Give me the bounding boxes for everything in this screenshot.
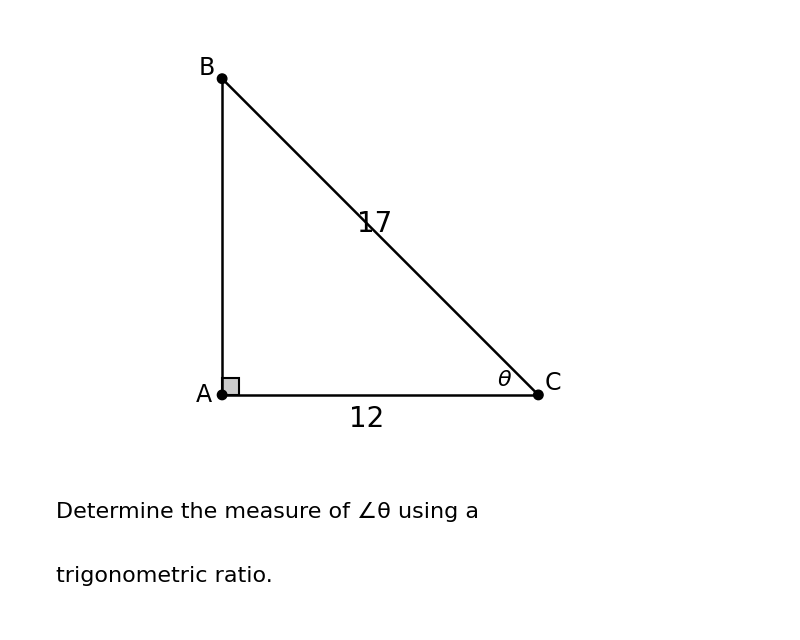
Text: B: B (198, 56, 214, 80)
Text: trigonometric ratio.: trigonometric ratio. (56, 566, 273, 586)
Text: C: C (545, 371, 561, 395)
Circle shape (218, 74, 227, 83)
Circle shape (534, 390, 543, 399)
Text: Determine the measure of ∠θ using a: Determine the measure of ∠θ using a (56, 502, 479, 522)
Text: 17: 17 (358, 210, 393, 237)
Text: θ: θ (498, 371, 511, 390)
Text: 12: 12 (350, 404, 385, 433)
Bar (222, 378, 239, 395)
Text: A: A (196, 383, 212, 407)
Circle shape (218, 390, 227, 399)
